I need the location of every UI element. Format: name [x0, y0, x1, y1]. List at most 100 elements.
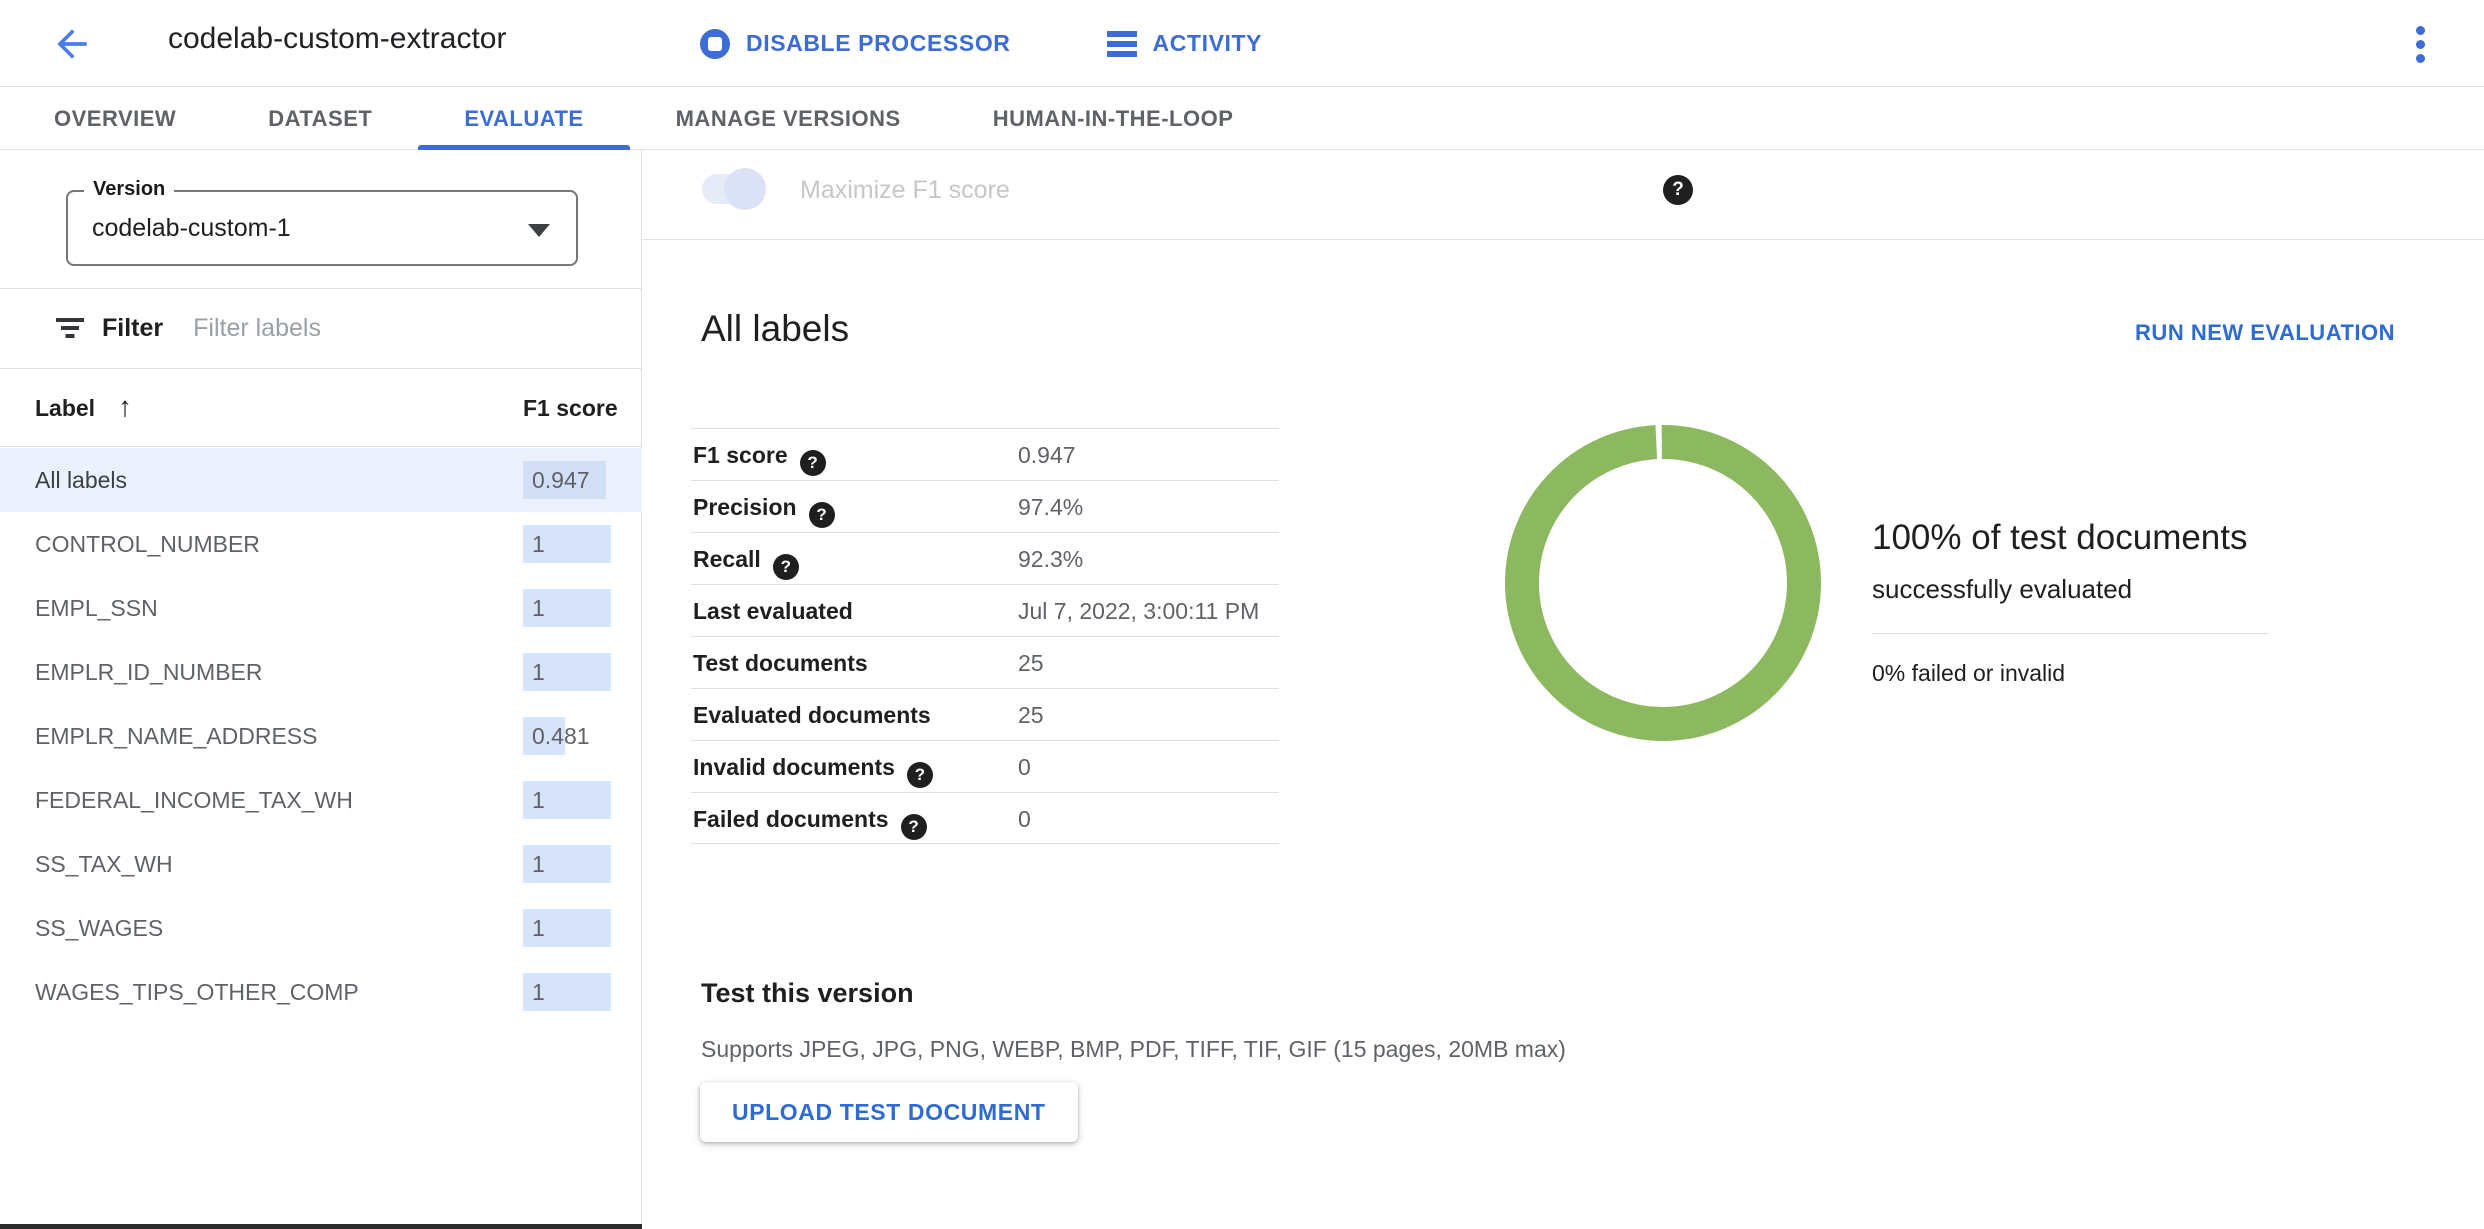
maximize-f1-label: Maximize F1 score [800, 176, 1010, 204]
table-row[interactable]: FEDERAL_INCOME_TAX_WH 1 [0, 768, 642, 832]
score-bar [523, 461, 606, 499]
section-title: All labels [701, 308, 850, 349]
metric-row: Evaluated documents 25 [691, 688, 1279, 740]
tab-human-in-the-loop[interactable]: HUMAN-IN-THE-LOOP [992, 106, 1234, 131]
filter-icon [56, 317, 84, 340]
donut-subline: successfully evaluated [1872, 574, 2133, 604]
score-bar [523, 973, 611, 1011]
score-bar [523, 589, 611, 627]
label-column-header[interactable]: Label [35, 395, 96, 421]
row-score: 1 [532, 851, 545, 877]
metric-value: 97.4% [1018, 494, 1084, 520]
help-icon[interactable]: ? [799, 450, 826, 476]
disable-processor-button[interactable]: DISABLE PROCESSOR [700, 28, 1011, 59]
divider [1872, 633, 2268, 634]
supported-formats-text: Supports JPEG, JPG, PNG, WEBP, BMP, PDF,… [701, 1036, 1566, 1062]
table-row-all-labels[interactable]: All labels 0.947 [0, 448, 642, 512]
metric-value: 0.947 [1018, 442, 1076, 468]
row-label: EMPL_SSN [35, 595, 158, 621]
metric-row: Last evaluated Jul 7, 2022, 3:00:11 PM [691, 584, 1279, 636]
version-select-label: Version [84, 178, 175, 201]
metric-label: Last evaluated [693, 598, 853, 624]
activity-button[interactable]: ACTIVITY [1106, 30, 1263, 57]
row-label: CONTROL_NUMBER [35, 531, 260, 557]
table-row[interactable]: EMPL_SSN 1 [0, 576, 642, 640]
tab-overview[interactable]: OVERVIEW [54, 106, 177, 131]
overflow-menu-icon[interactable] [2400, 22, 2440, 66]
help-icon[interactable]: ? [1663, 175, 1693, 205]
row-score: 1 [532, 915, 545, 941]
score-bar [523, 653, 611, 691]
metrics-table: F1 score? 0.947 Precision? 97.4% Recall?… [691, 428, 1279, 844]
table-row[interactable]: SS_WAGES 1 [0, 896, 642, 960]
table-row[interactable]: EMPLR_NAME_ADDRESS 0.481 [0, 704, 642, 768]
score-bar [523, 845, 611, 883]
metric-label: Recall [693, 546, 761, 572]
evaluation-donut-chart [1505, 425, 1821, 741]
row-label: FEDERAL_INCOME_TAX_WH [35, 787, 353, 813]
metric-value: 25 [1018, 702, 1044, 728]
divider [0, 368, 642, 369]
tab-bar: OVERVIEW DATASET EVALUATE MANAGE VERSION… [0, 88, 2484, 150]
metric-row: Test documents 25 [691, 636, 1279, 688]
row-score: 1 [532, 659, 545, 685]
help-icon[interactable]: ? [906, 762, 933, 788]
row-label: EMPLR_NAME_ADDRESS [35, 723, 318, 749]
label-table-header: Label ↑ F1 score [0, 369, 642, 447]
f1-score-column-header[interactable]: F1 score [523, 395, 618, 421]
metric-row: Precision? 97.4% [691, 480, 1279, 532]
metric-label: Invalid documents [693, 754, 895, 780]
metric-row: Recall? 92.3% [691, 532, 1279, 584]
metric-value: 0 [1018, 754, 1031, 780]
row-label: All labels [35, 467, 128, 493]
row-score: 0.947 [532, 467, 590, 493]
metric-row: Invalid documents? 0 [691, 740, 1279, 792]
tab-manage-versions[interactable]: MANAGE VERSIONS [675, 106, 901, 131]
metric-value: 92.3% [1018, 546, 1084, 572]
filter-labels-input[interactable] [193, 314, 524, 343]
table-row[interactable]: SS_TAX_WH 1 [0, 832, 642, 896]
row-score: 0.481 [532, 723, 590, 749]
table-row[interactable]: EMPLR_ID_NUMBER 1 [0, 640, 642, 704]
version-select[interactable]: Version codelab-custom-1 [66, 178, 578, 266]
metric-value: 0 [1018, 806, 1031, 832]
app-header: codelab-custom-extractor DISABLE PROCESS… [0, 0, 2484, 87]
help-icon[interactable]: ? [772, 554, 799, 580]
metric-label: Precision [693, 494, 797, 520]
evaluation-main: Maximize F1 score ? All labels RUN NEW E… [643, 150, 2484, 1229]
help-icon[interactable]: ? [900, 814, 927, 840]
score-bar [523, 525, 611, 563]
donut-headline: 100% of test documents [1872, 518, 2248, 557]
upload-test-document-button[interactable]: UPLOAD TEST DOCUMENT [700, 1082, 1078, 1142]
metric-label: Failed documents [693, 806, 889, 832]
row-label: WAGES_TIPS_OTHER_COMP [35, 979, 359, 1005]
caret-down-icon [528, 224, 550, 237]
metric-label: F1 score [693, 442, 788, 468]
table-row[interactable]: CONTROL_NUMBER 1 [0, 512, 642, 576]
maximize-f1-toggle[interactable] [702, 168, 766, 210]
sort-ascending-icon[interactable]: ↑ [118, 391, 132, 422]
row-score: 1 [532, 595, 545, 621]
help-icon[interactable]: ? [808, 502, 835, 528]
score-bar [523, 909, 611, 947]
maximize-f1-row: Maximize F1 score ? [643, 150, 2484, 240]
tab-dataset[interactable]: DATASET [268, 106, 373, 131]
donut-caption: 100% of test documents successfully eval… [1872, 518, 2272, 687]
filter-bar: Filter [0, 289, 642, 368]
score-bar [523, 781, 611, 819]
back-arrow-icon[interactable] [50, 22, 94, 66]
evaluation-sidebar: Version codelab-custom-1 Filter Label ↑ … [0, 150, 642, 1229]
activity-label: ACTIVITY [1152, 30, 1263, 56]
version-select-value: codelab-custom-1 [92, 214, 291, 242]
tab-evaluate[interactable]: EVALUATE [418, 88, 630, 150]
run-new-evaluation-button[interactable]: RUN NEW EVALUATION [2135, 320, 2395, 345]
horizontal-scrollbar[interactable] [0, 1224, 642, 1229]
disable-processor-label: DISABLE PROCESSOR [746, 30, 1011, 56]
row-label: SS_TAX_WH [35, 851, 173, 877]
row-score: 1 [532, 531, 545, 557]
row-score: 1 [532, 979, 545, 1005]
row-label: EMPLR_ID_NUMBER [35, 659, 263, 685]
activity-list-icon [1106, 30, 1137, 57]
table-row[interactable]: WAGES_TIPS_OTHER_COMP 1 [0, 960, 642, 1024]
filter-label: Filter [102, 314, 164, 342]
